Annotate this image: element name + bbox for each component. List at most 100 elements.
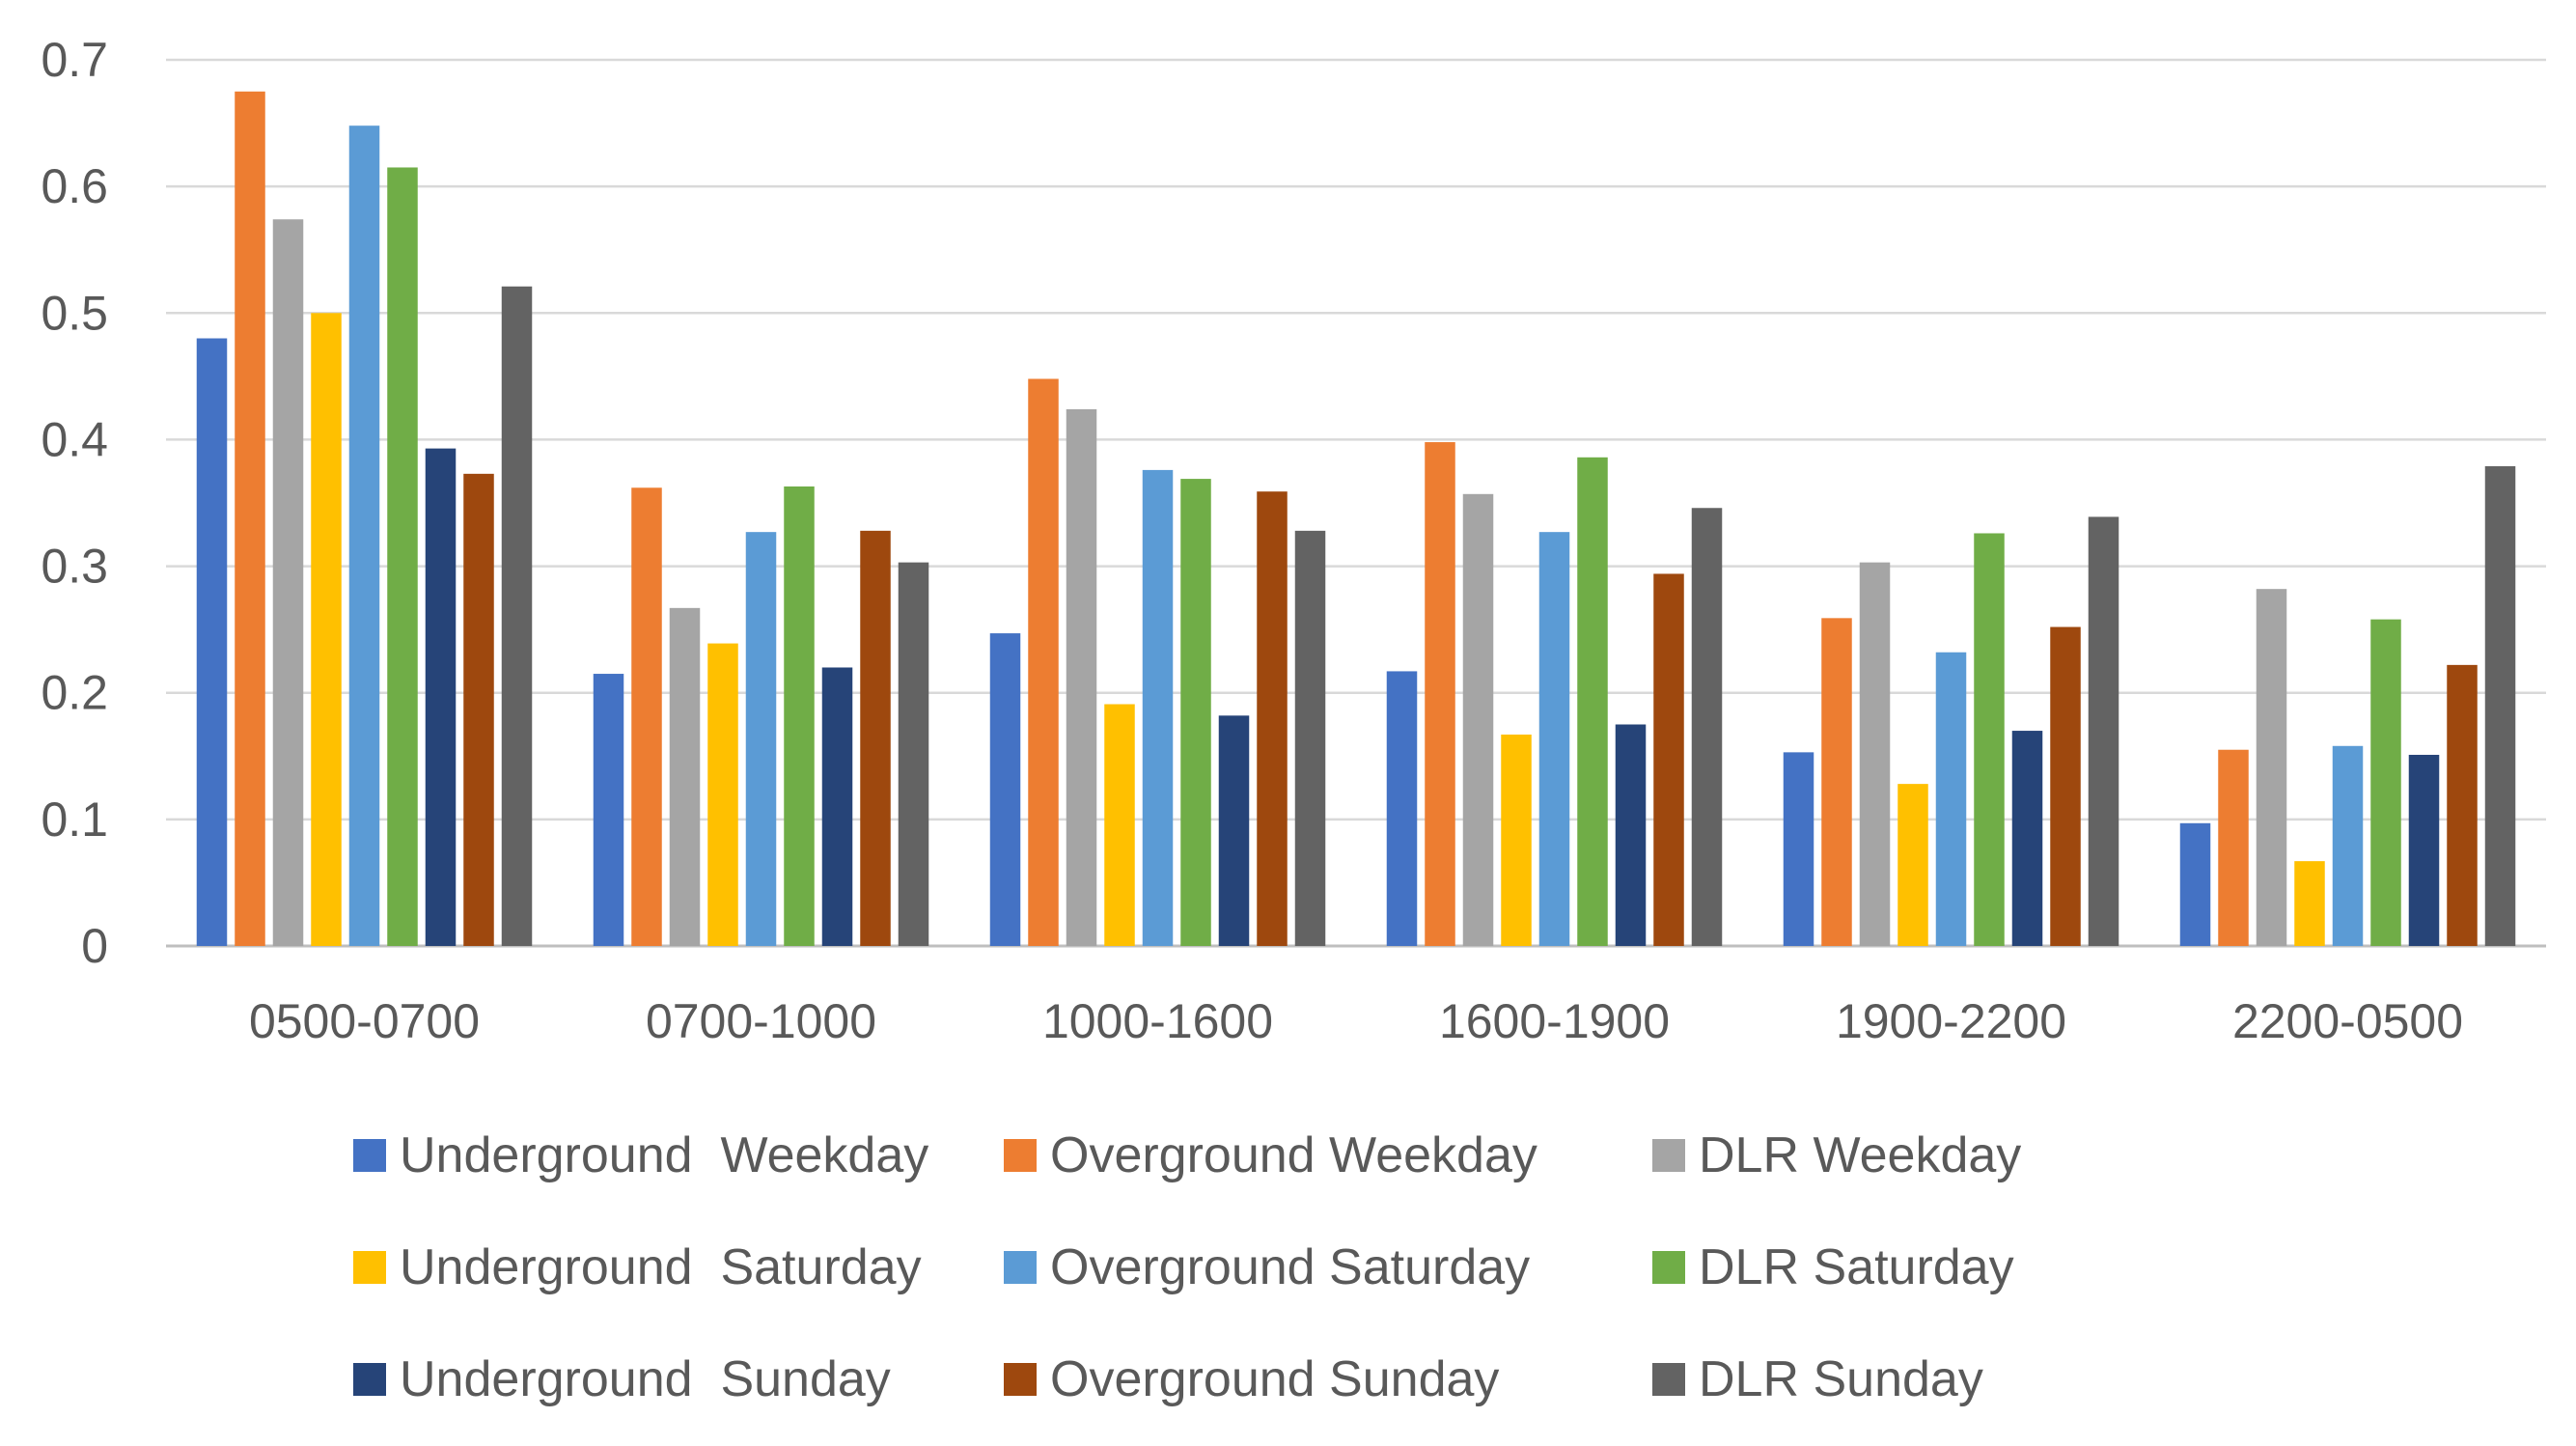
legend-item: Overground Sunday: [1004, 1351, 1499, 1407]
bar: [2088, 516, 2119, 946]
bar: [1897, 784, 1928, 946]
x-tick-label: 1000-1600: [1042, 994, 1273, 1048]
legend-swatch: [1004, 1363, 1037, 1396]
bar: [1462, 493, 1494, 946]
legend-item: DLR Weekday: [1652, 1127, 2021, 1183]
bar: [1028, 378, 1059, 947]
y-tick-label: 0.1: [41, 793, 108, 847]
bar: [2370, 619, 2401, 946]
y-tick-label: 0: [81, 919, 108, 973]
bar: [898, 562, 929, 946]
legend-swatch: [1004, 1251, 1037, 1284]
bar: [784, 486, 815, 946]
legend-label: Overground Sunday: [1050, 1351, 1499, 1407]
x-tick-label: 1900-2200: [1836, 994, 2066, 1048]
legend-item: Underground Sunday: [353, 1351, 891, 1407]
legend-label: DLR Weekday: [1699, 1127, 2021, 1183]
bar: [821, 667, 853, 946]
legend-swatch: [1652, 1251, 1685, 1284]
bar: [2179, 822, 2211, 946]
legend-label: Underground Sunday: [400, 1351, 891, 1407]
bar: [2447, 664, 2478, 946]
x-tick-label: 0700-1000: [646, 994, 876, 1048]
legend-swatch: [353, 1363, 386, 1396]
bar: [196, 338, 228, 946]
bar: [2050, 626, 2081, 946]
bar: [425, 448, 457, 946]
bar: [348, 125, 380, 947]
legend-swatch: [1652, 1139, 1685, 1172]
x-tick-label: 1600-1900: [1439, 994, 1670, 1048]
bar: [2332, 745, 2364, 946]
legend: Underground Weekday Overground Weekday DLR…: [353, 1127, 2021, 1407]
bar: [745, 532, 777, 946]
bar: [1218, 715, 1250, 946]
bar: [593, 674, 624, 946]
y-tick-label: 0.2: [41, 666, 108, 720]
legend-label: DLR Saturday: [1699, 1239, 2014, 1295]
bar: [1104, 704, 1135, 946]
legend-label: Overground Weekday: [1050, 1127, 1537, 1183]
bar: [989, 633, 1021, 946]
bars: [196, 91, 2516, 947]
bar: [1615, 724, 1647, 946]
bar: [1974, 533, 2005, 946]
legend-item: Overground Weekday: [1004, 1127, 1537, 1183]
bar: [669, 607, 701, 946]
bar: [2408, 754, 2440, 946]
bar: [631, 487, 662, 946]
axes: 0 0.1 0.2 0.3 0.4 0.5 0.6 0.7 0500-0700 0700-1000…: [41, 33, 2463, 1048]
bar: [311, 313, 342, 946]
bar: [1501, 734, 1532, 946]
y-tick-label: 0.6: [41, 159, 108, 213]
bar: [1653, 573, 1684, 946]
bar: [1257, 491, 1288, 946]
legend-item: DLR Saturday: [1652, 1239, 2014, 1295]
legend-item: Underground Saturday: [353, 1239, 922, 1295]
bar: [1859, 562, 1891, 946]
bar: [387, 167, 418, 946]
bar: [1180, 479, 1211, 946]
bar: [1783, 752, 1814, 946]
y-tick-label: 0.5: [41, 286, 108, 340]
bar: [2011, 731, 2043, 946]
bar: [2256, 589, 2287, 946]
bar: [2218, 749, 2249, 946]
bar: [1142, 469, 1174, 946]
gridlines: [166, 58, 2546, 948]
bar: [1425, 442, 1455, 947]
bar: [860, 530, 891, 946]
legend-item: DLR Sunday: [1652, 1351, 1983, 1407]
legend-item: Overground Saturday: [1004, 1239, 1530, 1295]
bar: [707, 643, 738, 946]
legend-swatch: [1652, 1363, 1685, 1396]
bar: [2294, 861, 2325, 946]
bar: [1386, 671, 1418, 946]
bar: [1577, 457, 1608, 946]
bar: [2484, 465, 2516, 946]
legend-swatch: [1004, 1139, 1037, 1172]
legend-label: Underground Saturday: [400, 1239, 922, 1295]
x-tick-label: 2200-0500: [2232, 994, 2463, 1048]
bar: [1066, 408, 1097, 946]
bar: [1935, 652, 1967, 946]
bar: [1691, 508, 1723, 946]
y-tick-label: 0.4: [41, 412, 108, 466]
y-tick-label: 0.7: [41, 33, 108, 87]
legend-item: Underground Weekday: [353, 1127, 928, 1183]
bar: [272, 219, 304, 947]
legend-swatch: [353, 1251, 386, 1284]
legend-label: Underground Weekday: [400, 1127, 928, 1183]
bar: [235, 91, 265, 947]
legend-label: Overground Saturday: [1050, 1239, 1530, 1295]
x-tick-label: 0500-0700: [249, 994, 480, 1048]
legend-swatch: [353, 1139, 386, 1172]
bar: [1294, 530, 1326, 946]
y-tick-label: 0.3: [41, 540, 108, 594]
bar: [501, 286, 533, 946]
bar: [1538, 532, 1570, 946]
legend-label: DLR Sunday: [1699, 1351, 1983, 1407]
bar: [1821, 618, 1852, 946]
